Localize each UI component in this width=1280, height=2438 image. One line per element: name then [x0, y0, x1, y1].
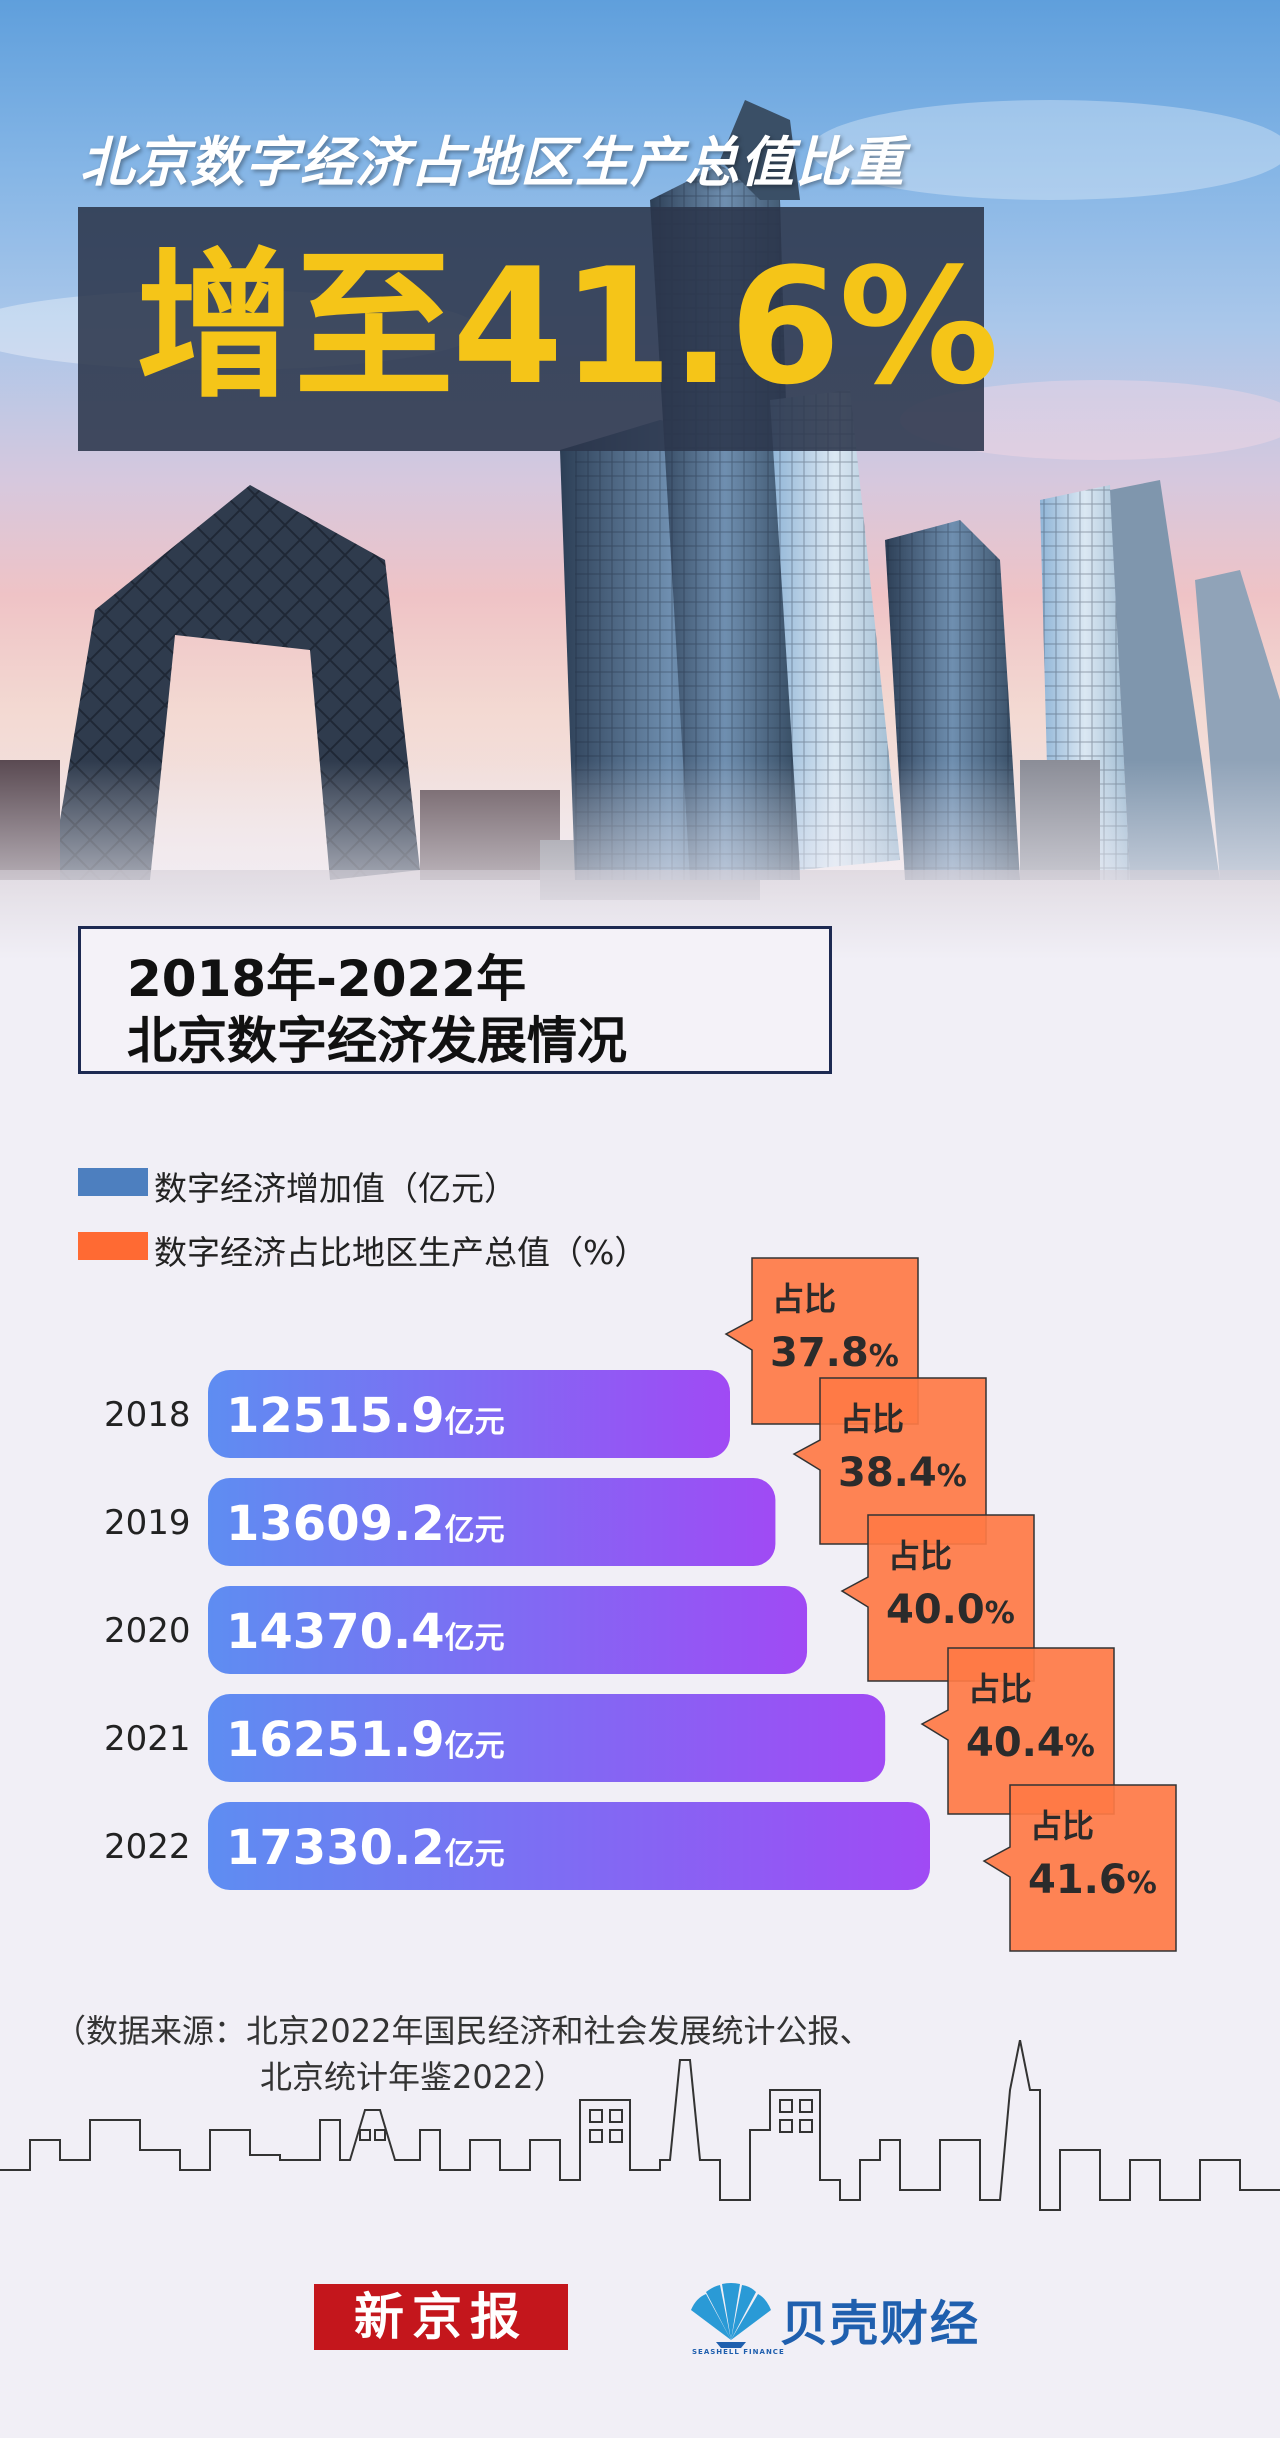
bar-2022	[208, 1802, 930, 1890]
skyline-outline-icon	[0, 2040, 1280, 2211]
source-line-2: 北京统计年鉴2022）	[260, 2058, 566, 2097]
bar-chart: 2018 12515.9亿元 2019 13609.2亿元 2020 14370.4亿元 2…	[0, 1240, 1280, 1960]
bar-2019	[208, 1478, 776, 1566]
subtitle-years: 2018年-2022年	[127, 950, 527, 1008]
beike-finance-logo: 贝壳财经 SEASHELL FINANCE	[686, 2280, 1006, 2360]
share-callout-box-2022	[982, 1784, 1177, 1952]
year-label-2020: 2020	[104, 1611, 191, 1651]
subtitle-box: 2018年-2022年 北京数字经济发展情况	[78, 926, 832, 1074]
share-callout-2019: 占比 38.4%	[792, 1377, 987, 1545]
share-callout-box-2019	[792, 1377, 987, 1545]
bar-value-label-2018: 12515.9亿元	[226, 1388, 505, 1444]
share-callout-value-2018: 37.8%	[770, 1330, 899, 1376]
bar-value-label-2021: 16251.9亿元	[226, 1712, 505, 1768]
share-callout-box-2020	[840, 1514, 1035, 1682]
share-callout-value-2020: 40.0%	[886, 1587, 1015, 1633]
source-line-1: （数据来源：北京2022年国民经济和社会发展统计公报、	[54, 2012, 872, 2050]
share-callout-box-2021	[920, 1647, 1115, 1815]
seashell-icon	[691, 2283, 771, 2348]
bar-value-label-2022: 17330.2亿元	[226, 1820, 505, 1876]
year-label-2019: 2019	[104, 1503, 191, 1543]
share-callout-2022: 占比 41.6%	[982, 1784, 1177, 1952]
bar-2021	[208, 1694, 886, 1782]
share-callout-prefix-2018: 占比	[772, 1280, 836, 1318]
chart-svg: 2018 12515.9亿元 2019 13609.2亿元 2020 14370.4亿元 2…	[104, 1257, 1177, 1952]
legend-label-value: 数字经济增加值（亿元）	[154, 1169, 517, 1208]
hero-skyline-background	[0, 0, 1280, 960]
big-figure: 增至41.6%	[136, 233, 999, 420]
bar-2020	[208, 1586, 808, 1674]
legend-swatch-blue	[78, 1168, 148, 1196]
data-source-note: （数据来源：北京2022年国民经济和社会发展统计公报、 北京统计年鉴2022）	[54, 2008, 871, 2101]
share-callout-value-2022: 41.6%	[1028, 1857, 1157, 1903]
beike-finance-english: SEASHELL FINANCE	[692, 2348, 785, 2356]
year-label-2021: 2021	[104, 1719, 191, 1759]
beike-finance-name: 贝壳财经	[780, 2296, 981, 2352]
bar-value-label-2019: 13609.2亿元	[226, 1496, 505, 1552]
legend-label-share: 数字经济占比地区生产总值（%）	[154, 1233, 648, 1272]
share-callout-value-2019: 38.4%	[838, 1450, 967, 1496]
legend-swatch-orange	[78, 1232, 148, 1260]
big-figure-box: 增至41.6%	[78, 207, 999, 451]
year-label-2018: 2018	[104, 1395, 191, 1435]
subtitle-topic: 北京数字经济发展情况	[127, 1012, 627, 1070]
share-callout-prefix-2019: 占比	[840, 1400, 904, 1438]
share-callout-prefix-2020: 占比	[888, 1537, 952, 1575]
xinjingbao-logo: 新京报	[314, 2284, 568, 2350]
share-callout-prefix-2022: 占比	[1030, 1807, 1094, 1845]
bar-2018	[208, 1370, 730, 1458]
share-callout-value-2021: 40.4%	[966, 1720, 1095, 1766]
share-callout-prefix-2021: 占比	[968, 1670, 1032, 1708]
year-label-2022: 2022	[104, 1827, 191, 1867]
bar-value-label-2020: 14370.4亿元	[226, 1604, 505, 1660]
headline: 北京数字经济占地区生产总值比重	[80, 131, 905, 194]
share-callout-2020: 占比 40.0%	[840, 1514, 1035, 1682]
share-callout-2021: 占比 40.4%	[920, 1647, 1115, 1815]
